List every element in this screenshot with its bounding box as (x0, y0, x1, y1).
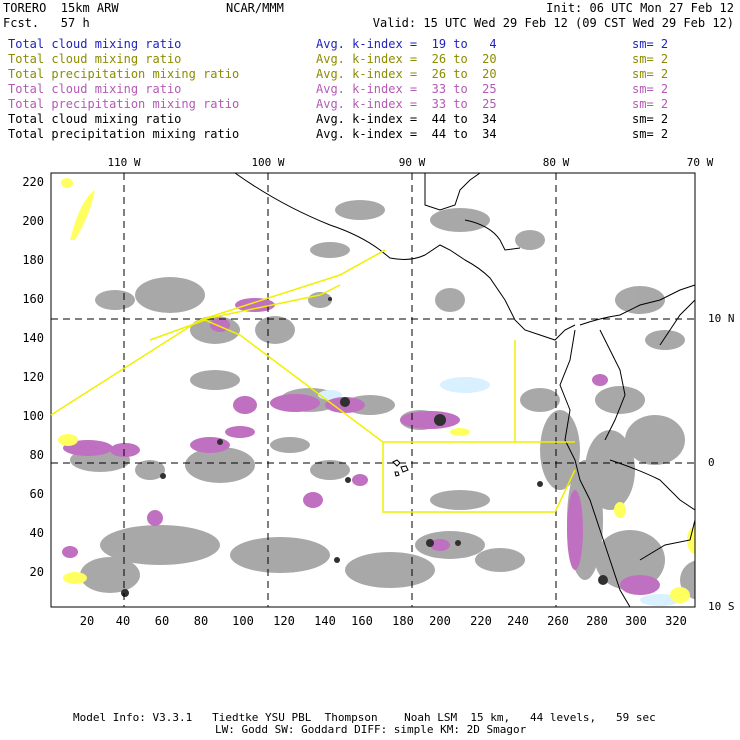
domain-outline (50, 249, 576, 513)
init-time: Init: 06 UTC Mon 27 Feb 12 (546, 1, 734, 15)
legend-row: Total precipitation mixing ratio Avg. k-… (8, 127, 738, 142)
y-tick-label: 20 (29, 565, 44, 579)
legend-row: Total precipitation mixing ratio Avg. k-… (8, 67, 738, 82)
light-blue-field (318, 377, 680, 606)
y-tick-label: 160 (22, 292, 44, 306)
legend-stat: Avg. k-index = 44 to 34 (316, 112, 497, 126)
x-tick-label: 40 (115, 614, 131, 628)
map-border (50, 172, 696, 608)
x-tick-label: 220 (470, 614, 492, 628)
lon-label: 80 W (542, 156, 570, 169)
legend-smoothing: sm= 2 (632, 67, 669, 81)
x-tick-label: 160 (351, 614, 373, 628)
legend-field-name: Total precipitation mixing ratio (8, 97, 240, 111)
x-tick-label: 20 (79, 614, 95, 628)
galapagos-islands (392, 459, 409, 477)
lat-lon-grid (51, 173, 695, 607)
y-tick-label: 140 (22, 331, 44, 345)
model-title: TORERO 15km ARW (3, 1, 119, 15)
y-tick-label: 220 (22, 175, 44, 189)
lat-label: 10 S (708, 600, 735, 613)
legend-smoothing: sm= 2 (632, 37, 669, 51)
forecast-hour: Fcst. 57 h (3, 16, 90, 30)
y-tick-label: 80 (29, 448, 44, 462)
x-tick-label: 60 (154, 614, 170, 628)
x-tick-label: 120 (273, 614, 295, 628)
lon-label: 90 W (398, 156, 426, 169)
legend-stat: Avg. k-index = 26 to 20 (316, 52, 497, 66)
lat-label: 10 N (708, 312, 735, 325)
legend-field-name: Total cloud mixing ratio (8, 37, 182, 51)
legend-field-name: Total cloud mixing ratio (8, 52, 182, 66)
lon-label: 70 W (686, 156, 714, 169)
x-tick-label: 80 (193, 614, 209, 628)
legend-field-name: Total cloud mixing ratio (8, 112, 182, 126)
x-tick-label: 240 (507, 614, 529, 628)
legend-field-name: Total cloud mixing ratio (8, 82, 182, 96)
valid-time: Valid: 15 UTC Wed 29 Feb 12 (09 CST Wed … (372, 16, 734, 30)
y-tick-label: 60 (29, 487, 44, 501)
legend-stat: Avg. k-index = 19 to 4 (316, 37, 497, 51)
x-tick-label: 320 (665, 614, 687, 628)
legend-row: Total cloud mixing ratio Avg. k-index = … (8, 37, 738, 52)
legend-smoothing: sm= 2 (632, 52, 669, 66)
legend-row: Total cloud mixing ratio Avg. k-index = … (8, 52, 738, 67)
legend-row: Total cloud mixing ratio Avg. k-index = … (8, 82, 738, 97)
y-tick-label: 180 (22, 253, 44, 267)
lon-label: 100 W (251, 156, 285, 169)
lat-label: 0 (708, 456, 715, 469)
legend-row: Total cloud mixing ratio Avg. k-index = … (8, 112, 738, 127)
x-tick-label: 180 (392, 614, 414, 628)
legend-field-name: Total precipitation mixing ratio (8, 67, 240, 81)
legend-smoothing: sm= 2 (632, 127, 669, 141)
yellow-field (58, 178, 695, 603)
lon-label: 110 W (107, 156, 141, 169)
center-label: NCAR/MMM (226, 1, 284, 15)
legend-smoothing: sm= 2 (632, 82, 669, 96)
y-tick-label: 40 (29, 526, 44, 540)
legend-field-name: Total precipitation mixing ratio (8, 127, 240, 141)
model-info: Model Info: V3.3.1 Tiedtke YSU PBL Thomp… (73, 711, 656, 724)
legend-stat: Avg. k-index = 44 to 34 (316, 127, 497, 141)
x-tick-label: 100 (232, 614, 254, 628)
legend-smoothing: sm= 2 (632, 97, 669, 111)
y-tick-label: 200 (22, 214, 44, 228)
legend-smoothing: sm= 2 (632, 112, 669, 126)
legend-row: Total precipitation mixing ratio Avg. k-… (8, 97, 738, 112)
x-tick-label: 280 (586, 614, 608, 628)
y-tick-label: 120 (22, 370, 44, 384)
dark-cloud-core (121, 297, 608, 597)
coastline (234, 172, 696, 608)
legend-stat: Avg. k-index = 33 to 25 (316, 82, 497, 96)
x-tick-label: 140 (314, 614, 336, 628)
model-physics: LW: Godd SW: Goddard DIFF: simple KM: 2D… (215, 723, 527, 736)
x-tick-label: 200 (429, 614, 451, 628)
x-tick-label: 300 (625, 614, 647, 628)
y-tick-label: 100 (22, 409, 44, 423)
x-tick-label: 260 (547, 614, 569, 628)
legend-stat: Avg. k-index = 33 to 25 (316, 97, 497, 111)
purple-field (62, 298, 660, 595)
legend-stat: Avg. k-index = 26 to 20 (316, 67, 497, 81)
